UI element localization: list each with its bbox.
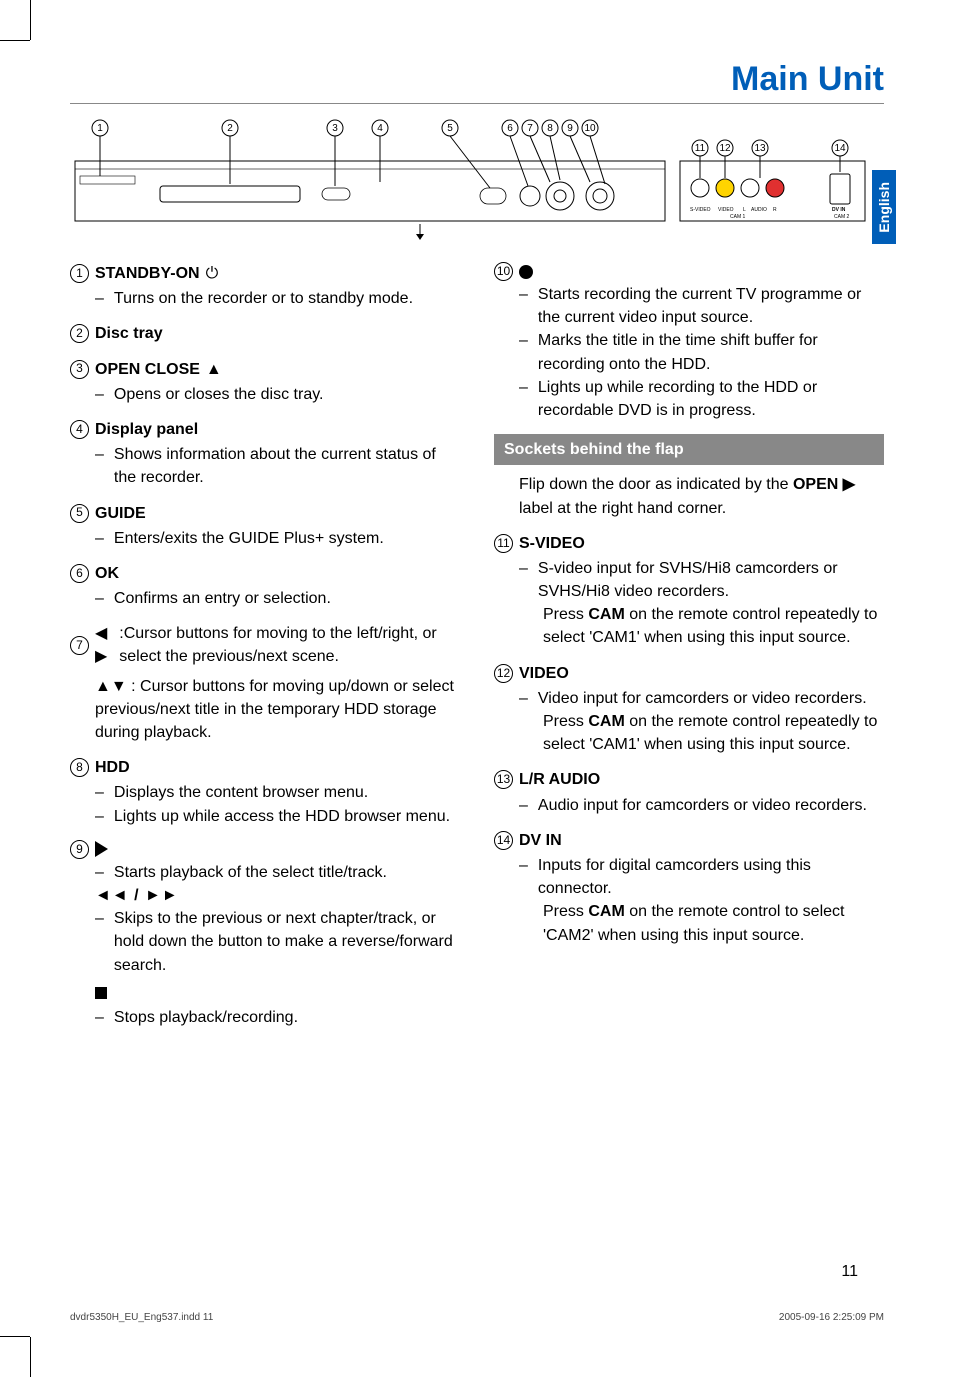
svg-text:CAM 1: CAM 1	[730, 214, 746, 220]
label-11: S-VIDEO	[519, 532, 585, 555]
callout-13: 13	[752, 140, 768, 178]
item-2: 2 Disc tray	[70, 322, 460, 345]
label-5: GUIDE	[95, 502, 146, 525]
label-1: STANDBY-ON	[95, 262, 200, 285]
item-12: 12 VIDEO – Video input for camcorders or…	[494, 662, 884, 757]
language-label: English	[876, 182, 892, 233]
label-4: Display panel	[95, 418, 198, 441]
svg-text:3: 3	[332, 123, 338, 134]
num-9: 9	[70, 840, 89, 859]
callout-7: 7	[522, 120, 550, 182]
cursor-lr-icon: ◀ ▶	[95, 622, 113, 668]
device-diagram: S-VIDEO VIDEO L AUDIO R DV IN CAM 1 CAM …	[70, 116, 870, 246]
num-1: 1	[70, 264, 89, 283]
item-5: 5 GUIDE – Enters/exits the GUIDE Plus+ s…	[70, 502, 460, 550]
num-11: 11	[494, 534, 513, 553]
item-4: 4 Display panel – Shows information abou…	[70, 418, 460, 490]
svg-text:2: 2	[227, 123, 233, 134]
callout-1: 1	[92, 120, 108, 176]
num-8: 8	[70, 758, 89, 777]
standby-icon: ⏻	[206, 262, 219, 285]
left-column: 1 STANDBY-ON ⏻ – Turns on the recorder o…	[70, 262, 460, 1041]
svg-text:AUDIO: AUDIO	[751, 207, 767, 213]
callout-4: 4	[372, 120, 388, 182]
label-3: OPEN CLOSE	[95, 358, 200, 381]
item-6: 6 OK – Confirms an entry or selection.	[70, 562, 460, 610]
svg-text:R: R	[773, 207, 777, 213]
svg-text:4: 4	[377, 123, 383, 134]
item-11: 11 S-VIDEO – S-video input for SVHS/Hi8 …	[494, 532, 884, 650]
label-2: Disc tray	[95, 322, 163, 345]
svg-text:DV IN: DV IN	[832, 207, 846, 213]
language-tab: English	[872, 170, 896, 244]
svg-text:VIDEO: VIDEO	[718, 207, 734, 213]
record-icon	[519, 265, 533, 279]
svg-text:6: 6	[507, 123, 513, 134]
svg-text:5: 5	[447, 123, 453, 134]
label-14: DV IN	[519, 829, 562, 852]
item-10: 10 – Starts recording the current TV pro…	[494, 262, 884, 422]
item-3: 3 OPEN CLOSE ▲ – Opens or closes the dis…	[70, 358, 460, 406]
page-title: Main Unit	[70, 60, 884, 99]
callout-10: 10	[582, 120, 605, 184]
label-8: HDD	[95, 756, 130, 779]
play-icon	[95, 841, 108, 857]
callout-3: 3	[327, 120, 343, 186]
num-3: 3	[70, 360, 89, 379]
svg-text:11: 11	[695, 143, 706, 154]
callout-2: 2	[222, 120, 238, 184]
callout-11: 11	[692, 140, 708, 178]
skip-icon-row: ◄◄ / ►►	[70, 884, 460, 907]
svg-text:CAM 2: CAM 2	[834, 214, 850, 220]
item-8: 8 HDD – Displays the content browser men…	[70, 756, 460, 828]
footer-filename: dvdr5350H_EU_Eng537.indd 11	[70, 1312, 213, 1323]
right-column: 10 – Starts recording the current TV pro…	[494, 262, 884, 1041]
num-10: 10	[494, 262, 513, 281]
item-7: 7 ◀ ▶ :Cursor buttons for moving to the …	[70, 622, 460, 744]
num-12: 12	[494, 664, 513, 683]
num-4: 4	[70, 420, 89, 439]
sockets-section: Sockets behind the flap Flip down the do…	[494, 434, 884, 520]
label-6: OK	[95, 562, 119, 585]
footer: dvdr5350H_EU_Eng537.indd 11 2005-09-16 2…	[70, 1312, 884, 1323]
item-13: 13 L/R AUDIO – Audio input for camcorder…	[494, 768, 884, 816]
page-number: 11	[841, 1263, 858, 1281]
callout-6: 6	[502, 120, 528, 186]
item-1: 1 STANDBY-ON ⏻ – Turns on the recorder o…	[70, 262, 460, 310]
svg-text:8: 8	[547, 123, 553, 134]
svg-text:13: 13	[754, 143, 766, 154]
sockets-heading: Sockets behind the flap	[494, 434, 884, 465]
svg-text:L: L	[743, 207, 746, 213]
stop-icon	[95, 987, 107, 999]
svg-text:10: 10	[584, 123, 596, 134]
footer-timestamp: 2005-09-16 2:25:09 PM	[779, 1312, 884, 1323]
num-5: 5	[70, 504, 89, 523]
num-14: 14	[494, 831, 513, 850]
eject-icon: ▲	[206, 358, 222, 381]
num-13: 13	[494, 770, 513, 789]
item-14: 14 DV IN – Inputs for digital camcorders…	[494, 829, 884, 947]
callout-5: 5	[442, 120, 490, 188]
callout-12: 12	[717, 140, 733, 178]
label-12: VIDEO	[519, 662, 569, 685]
svg-text:1: 1	[97, 123, 103, 134]
svg-text:S-VIDEO: S-VIDEO	[690, 207, 711, 213]
callout-14: 14	[832, 140, 848, 172]
num-6: 6	[70, 564, 89, 583]
svg-text:9: 9	[567, 123, 573, 134]
cursor-ud-icon: ▲▼	[95, 678, 127, 695]
num-7: 7	[70, 636, 89, 655]
num-2: 2	[70, 324, 89, 343]
title-rule	[70, 103, 884, 104]
svg-text:12: 12	[719, 143, 731, 154]
svg-text:7: 7	[527, 123, 533, 134]
svg-text:14: 14	[834, 143, 846, 154]
label-13: L/R AUDIO	[519, 768, 600, 791]
item-9: 9 – Starts playback of the select title/…	[70, 840, 460, 1029]
